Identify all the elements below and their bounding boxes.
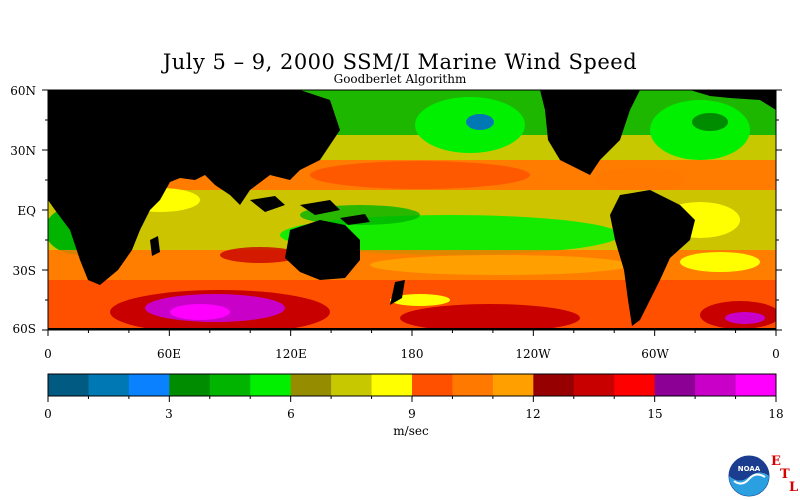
- etl-letter-l: L: [789, 480, 799, 495]
- lon-ticks: [47, 330, 777, 336]
- colorbar-swatch: [128, 374, 170, 396]
- lon-label-180: 180: [400, 347, 424, 361]
- colorbar-swatch: [492, 374, 534, 396]
- colorbar-units: m/sec: [393, 424, 429, 438]
- lon-label-120e: 120E: [275, 347, 307, 361]
- colorbar-swatch: [290, 374, 332, 396]
- lon-label-0: 0: [44, 347, 52, 361]
- etl-letter-t: T: [780, 467, 790, 482]
- colorbar-swatch: [48, 374, 89, 396]
- colorbar-swatch: [533, 374, 575, 396]
- lat-label-30n: 30N: [10, 144, 36, 158]
- noaa-logo: NOAA: [728, 455, 770, 497]
- colorbar-swatch: [412, 374, 453, 396]
- colorbar-swatch: [695, 374, 737, 396]
- colorbar-tick-label: 9: [408, 407, 416, 421]
- lat-ticks: [42, 89, 782, 331]
- lon-label-120w: 120W: [515, 347, 551, 361]
- colorbar-tick-label: 0: [44, 407, 52, 421]
- colorbar-swatch: [614, 374, 656, 396]
- lon-label-0-end: 0: [772, 347, 780, 361]
- lon-label-60w: 60W: [641, 347, 669, 361]
- figure-title: July 5 – 9, 2000 SSM/I Marine Wind Speed: [162, 50, 638, 74]
- lat-label-eq: EQ: [17, 204, 36, 218]
- colorbar-swatch: [573, 374, 615, 396]
- colorbar-swatch: [250, 374, 292, 396]
- lat-label-30s: 30S: [12, 264, 37, 278]
- lon-label-60e: 60E: [156, 347, 182, 361]
- noaa-logo-text: NOAA: [738, 465, 761, 473]
- wind-field: [48, 90, 776, 330]
- colorbar-swatch: [452, 374, 494, 396]
- colorbar-swatch: [209, 374, 251, 396]
- colorbar-swatch: [735, 374, 777, 396]
- figure-subtitle: Goodberlet Algorithm: [333, 72, 467, 86]
- colorbar-swatch: [331, 374, 373, 396]
- lat-label-60s: 60S: [12, 322, 37, 336]
- etl-letter-e: E: [771, 454, 781, 469]
- colorbar-swatch: [654, 374, 696, 396]
- colorbar-swatch: [169, 374, 211, 396]
- colorbar-tick-label: 15: [647, 407, 663, 421]
- lat-label-60n: 60N: [10, 84, 36, 98]
- colorbar: [47, 373, 777, 402]
- colorbar-swatch: [88, 374, 130, 396]
- colorbar-tick-label: 18: [768, 407, 784, 421]
- colorbar-tick-label: 6: [287, 407, 295, 421]
- colorbar-swatch: [371, 374, 413, 396]
- colorbar-tick-label: 3: [165, 407, 173, 421]
- colorbar-tick-label: 12: [525, 407, 541, 421]
